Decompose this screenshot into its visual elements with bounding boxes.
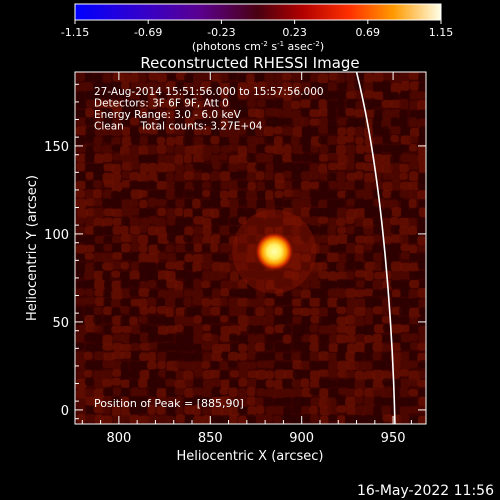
observation-info: 27-Aug-2014 15:51:56.000 to 15:57:56.000… (94, 86, 324, 133)
colorbar-tick-label: -1.15 (61, 26, 89, 39)
info-line: Clean Total counts: 3.27E+04 (94, 121, 263, 133)
y-tick-label: 50 (52, 316, 69, 331)
colorbar-label: (photons cm-2 s-1 asec-2) (192, 40, 324, 53)
plot-image (75, 72, 426, 424)
y-tick-label: 0 (61, 404, 69, 419)
peak-position-label: Position of Peak = [885,90] (94, 397, 244, 410)
colorbar-tick-label: 0.69 (356, 26, 381, 39)
solar-limb (355, 72, 396, 424)
colorbar-tick-label: -0.23 (207, 26, 235, 39)
info-line: Energy Range: 3.0 - 6.0 keV (94, 109, 242, 121)
chart-title: Reconstructed RHESSI Image (140, 54, 359, 72)
x-tick-label: 900 (289, 431, 314, 446)
flare-source (254, 231, 295, 272)
colorbar-tick-label: -0.69 (134, 26, 162, 39)
colorbar-label-sup1: -2 (261, 40, 268, 48)
x-tick-label: 950 (381, 431, 406, 446)
y-axis-label: Heliocentric Y (arcsec) (25, 175, 40, 321)
colorbar-tick-label: 1.15 (429, 26, 454, 39)
colorbar-label-units: (photons cm (192, 40, 261, 53)
x-tick-label: 800 (106, 431, 131, 446)
x-tick-label: 850 (198, 431, 223, 446)
y-axis: 0 50 100 150 (44, 83, 426, 420)
plot-frame (74, 71, 427, 425)
colorbar-label-mid: s (268, 40, 277, 53)
colorbar-label-mid2: asec (284, 40, 313, 53)
info-line: Detectors: 3F 6F 9F, Att 0 (94, 98, 229, 110)
colorbar-ticks: -1.15 -0.69 -0.23 0.23 0.69 1.15 (61, 20, 453, 39)
y-tick-label: 100 (44, 228, 69, 243)
colorbar (74, 3, 442, 21)
x-axis-label: Heliocentric X (arcsec) (177, 449, 324, 464)
svg-text:(photons cm-2 s-1 asec-2): (photons cm-2 s-1 asec-2) (192, 40, 324, 53)
colorbar-tick-label: 0.23 (282, 26, 307, 39)
colorbar-label-sup3: -2 (313, 40, 320, 48)
colorbar-label-end: ) (320, 40, 324, 53)
colorbar-label-sup2: -1 (277, 40, 284, 48)
y-tick-label: 150 (44, 140, 69, 155)
footer-timestamp: 16-May-2022 11:56 (357, 483, 494, 499)
info-line: 27-Aug-2014 15:51:56.000 to 15:57:56.000 (94, 86, 324, 98)
x-axis: 800 850 900 950 (81, 72, 412, 446)
